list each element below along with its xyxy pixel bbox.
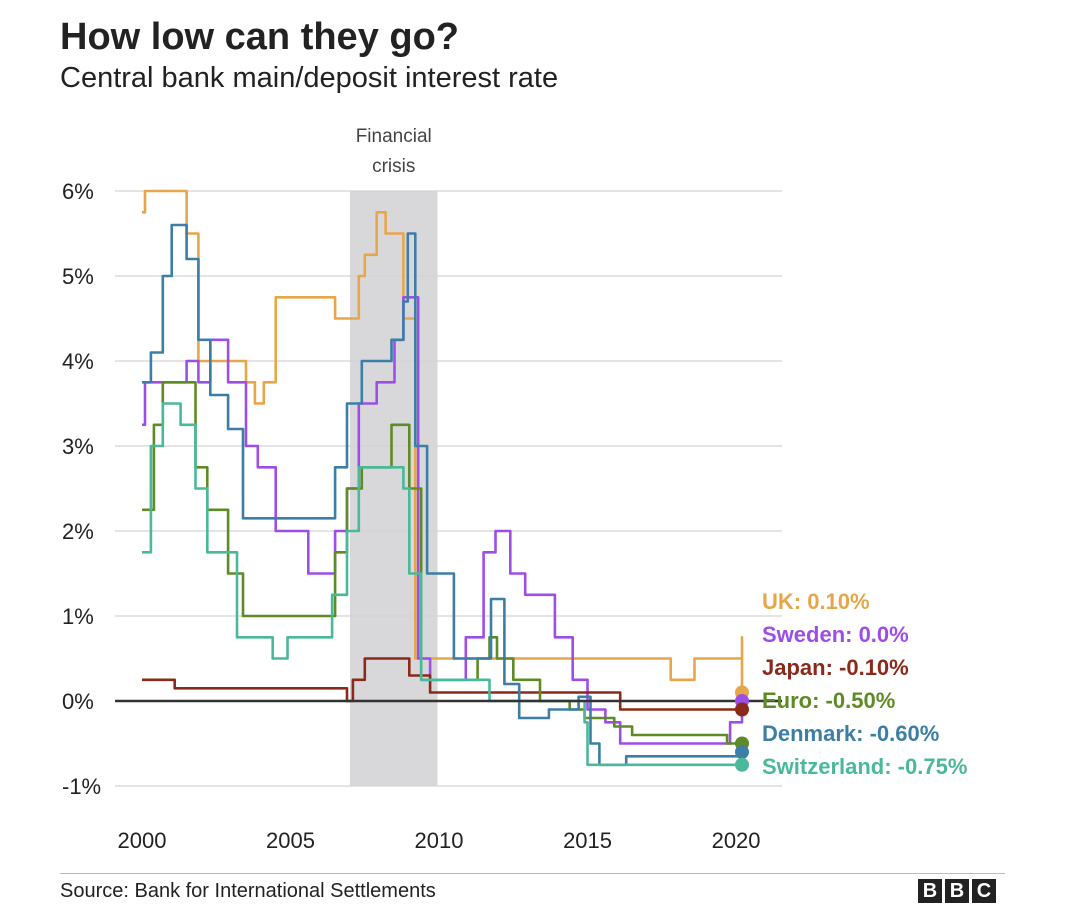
y-tick-label: 5% (62, 264, 94, 289)
series-label-uk: UK: 0.10% (762, 589, 870, 614)
series-line-sweden (142, 296, 744, 745)
bbc-logo: B B C (918, 879, 996, 903)
series-label-euro: Euro: -0.50% (762, 688, 895, 713)
x-tick-label: 2020 (712, 828, 761, 853)
crisis-shading (349, 191, 438, 786)
logo-letter: C (972, 879, 996, 903)
footer-divider (60, 873, 1005, 874)
y-tick-label: -1% (62, 774, 101, 799)
x-tick-label: 2015 (563, 828, 612, 853)
series-label-japan: Japan: -0.10% (762, 655, 909, 680)
x-tick-label: 2000 (118, 828, 167, 853)
y-tick-label: 1% (62, 604, 94, 629)
series-line-denmark (142, 223, 744, 767)
series-line-japan (142, 657, 742, 711)
source-note: Source: Bank for International Settlemen… (60, 880, 436, 902)
crisis-label: crisis (372, 156, 415, 177)
chart-title: How low can they go? (60, 16, 460, 58)
y-tick-label: 2% (62, 519, 94, 544)
logo-letter: B (945, 879, 969, 903)
x-tick-label: 2005 (266, 828, 315, 853)
chart-subtitle: Central bank main/deposit interest rate (60, 62, 559, 94)
series-end-dot-switzerland (735, 757, 749, 772)
logo-letter: B (918, 879, 942, 903)
y-tick-label: 4% (62, 349, 94, 374)
series-end-dot-denmark (735, 745, 749, 759)
y-tick-label: 0% (62, 689, 94, 714)
crisis-label: Financial (356, 126, 432, 147)
series-label-denmark: Denmark: -0.60% (762, 721, 939, 746)
series-label-sweden: Sweden: 0.0% (762, 622, 909, 647)
x-tick-label: 2010 (415, 828, 464, 853)
series-line-uk (142, 189, 744, 693)
series-label-switzerland: Switzerland: -0.75% (762, 754, 967, 779)
y-tick-label: 6% (62, 179, 94, 204)
series-end-dot-japan (735, 702, 749, 717)
y-tick-label: 3% (62, 434, 94, 459)
